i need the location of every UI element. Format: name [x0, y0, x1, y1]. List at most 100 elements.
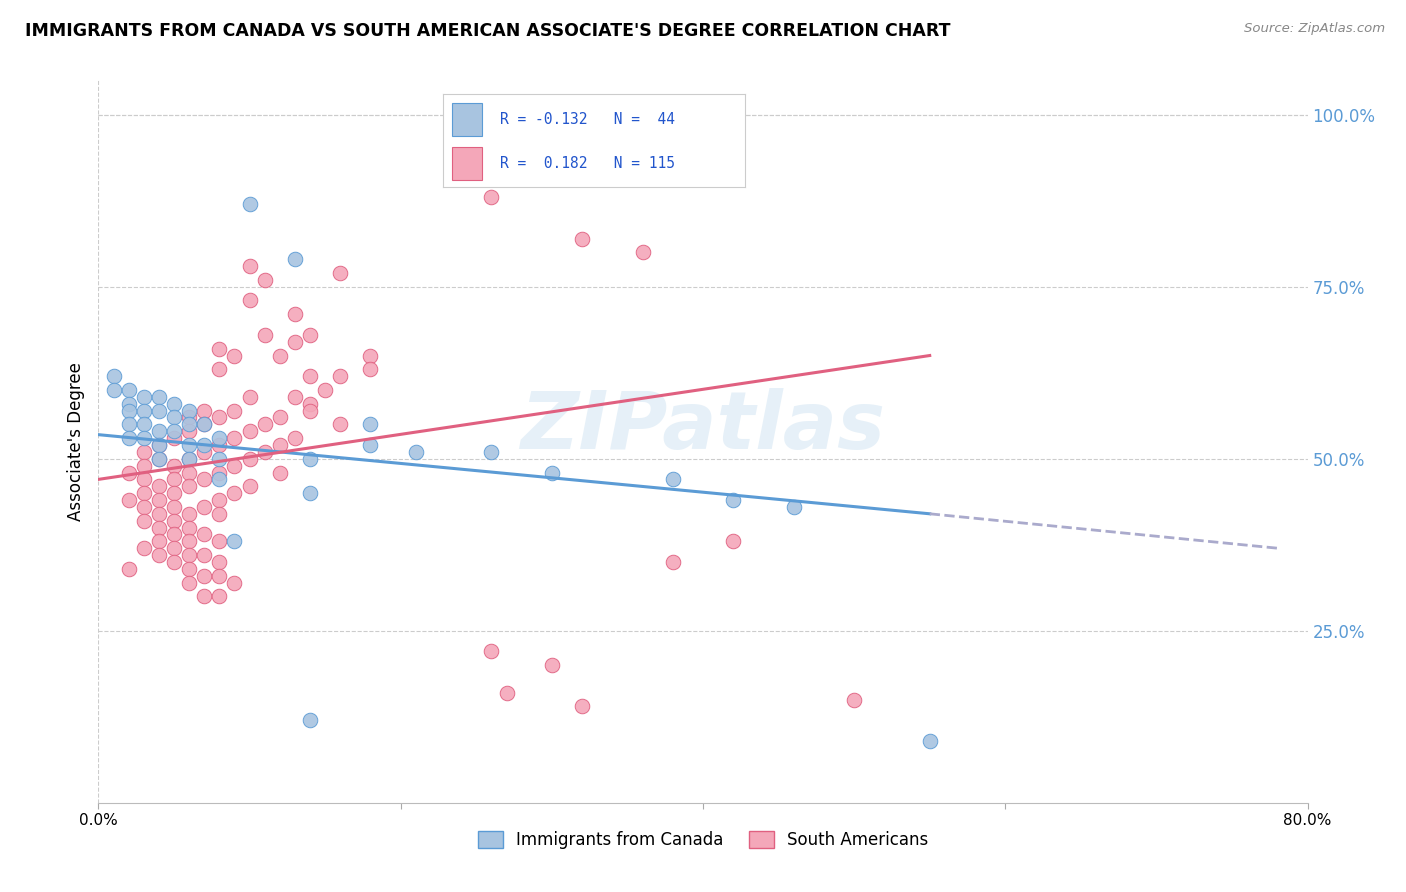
- Point: [163, 541, 186, 556]
- Point: [132, 541, 155, 556]
- Point: [208, 362, 231, 376]
- Point: [284, 390, 307, 404]
- Point: [148, 438, 170, 452]
- Point: [224, 486, 246, 500]
- Point: [540, 466, 562, 480]
- Point: [661, 555, 683, 569]
- Text: Source: ZipAtlas.com: Source: ZipAtlas.com: [1244, 22, 1385, 36]
- Point: [179, 451, 201, 466]
- Point: [193, 500, 215, 514]
- Bar: [451, 147, 482, 180]
- Point: [179, 562, 201, 576]
- Point: [132, 500, 155, 514]
- Point: [118, 403, 141, 417]
- Point: [193, 568, 215, 582]
- Point: [148, 403, 170, 417]
- Point: [163, 555, 186, 569]
- Point: [208, 472, 231, 486]
- Point: [163, 500, 186, 514]
- Point: [723, 493, 745, 508]
- Point: [179, 507, 201, 521]
- Point: [208, 568, 231, 582]
- Point: [132, 403, 155, 417]
- Point: [253, 273, 276, 287]
- Point: [405, 445, 427, 459]
- Point: [269, 349, 291, 363]
- Point: [132, 472, 155, 486]
- Point: [118, 417, 141, 432]
- Point: [329, 369, 352, 384]
- Point: [631, 245, 654, 260]
- Point: [360, 438, 382, 452]
- Point: [269, 410, 291, 425]
- Point: [163, 458, 186, 473]
- Point: [179, 548, 201, 562]
- Point: [179, 575, 201, 590]
- Point: [329, 266, 352, 280]
- Point: [918, 734, 941, 748]
- Point: [208, 466, 231, 480]
- Point: [148, 451, 170, 466]
- Point: [132, 514, 155, 528]
- Point: [269, 438, 291, 452]
- Point: [224, 431, 246, 445]
- Point: [179, 451, 201, 466]
- Point: [329, 417, 352, 432]
- Point: [193, 472, 215, 486]
- Point: [481, 190, 503, 204]
- Point: [163, 472, 186, 486]
- Point: [118, 397, 141, 411]
- Point: [224, 458, 246, 473]
- Point: [179, 403, 201, 417]
- Point: [148, 520, 170, 534]
- Point: [148, 548, 170, 562]
- Legend: Immigrants from Canada, South Americans: Immigrants from Canada, South Americans: [471, 824, 935, 856]
- Point: [179, 534, 201, 549]
- Point: [179, 417, 201, 432]
- Point: [148, 451, 170, 466]
- Point: [299, 451, 322, 466]
- Point: [269, 466, 291, 480]
- Point: [193, 590, 215, 604]
- Point: [208, 451, 231, 466]
- Point: [148, 493, 170, 508]
- Point: [224, 534, 246, 549]
- Point: [179, 479, 201, 493]
- Point: [208, 590, 231, 604]
- Point: [360, 417, 382, 432]
- Point: [239, 259, 262, 273]
- Point: [148, 479, 170, 493]
- Point: [284, 252, 307, 267]
- Point: [239, 424, 262, 438]
- Point: [224, 575, 246, 590]
- Point: [299, 369, 322, 384]
- Point: [253, 417, 276, 432]
- Point: [844, 692, 866, 706]
- Point: [208, 431, 231, 445]
- Point: [132, 445, 155, 459]
- Point: [132, 390, 155, 404]
- Point: [481, 644, 503, 658]
- Point: [148, 534, 170, 549]
- Point: [540, 658, 562, 673]
- Point: [299, 713, 322, 727]
- Y-axis label: Associate's Degree: Associate's Degree: [66, 362, 84, 521]
- Text: ZIPatlas: ZIPatlas: [520, 388, 886, 467]
- Point: [253, 327, 276, 342]
- Point: [239, 451, 262, 466]
- Point: [299, 486, 322, 500]
- Point: [360, 362, 382, 376]
- Point: [132, 458, 155, 473]
- Point: [239, 479, 262, 493]
- Point: [148, 390, 170, 404]
- Point: [118, 493, 141, 508]
- Point: [179, 466, 201, 480]
- Point: [299, 403, 322, 417]
- Point: [148, 507, 170, 521]
- Point: [193, 403, 215, 417]
- Point: [179, 410, 201, 425]
- Point: [193, 548, 215, 562]
- Point: [193, 445, 215, 459]
- Text: R = -0.132   N =  44: R = -0.132 N = 44: [501, 112, 675, 127]
- Point: [239, 390, 262, 404]
